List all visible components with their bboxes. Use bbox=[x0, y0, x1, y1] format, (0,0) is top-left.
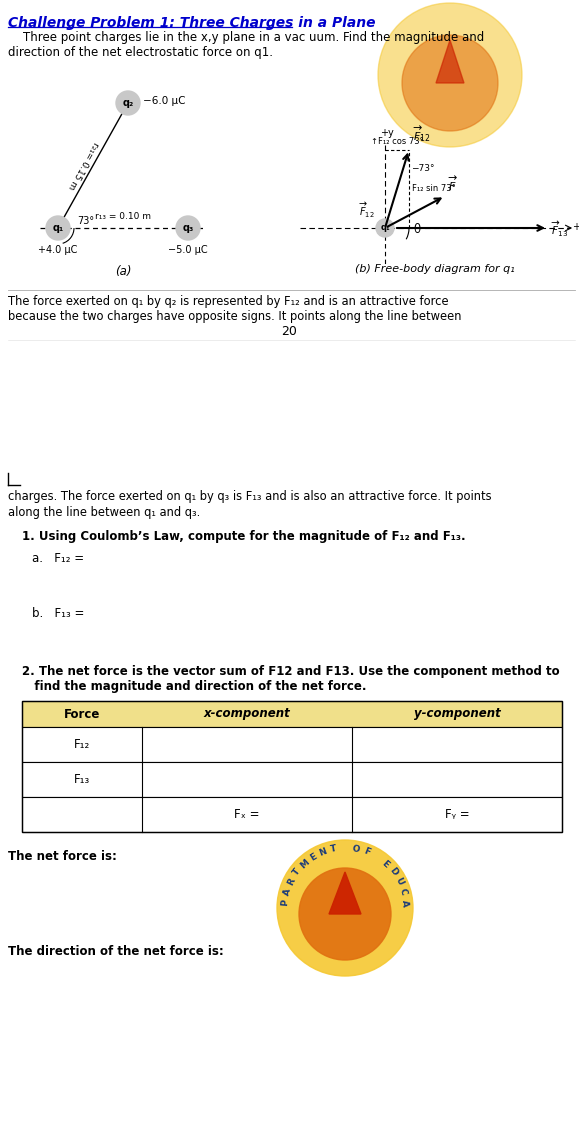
Text: because the two charges have opposite signs. It points along the line between: because the two charges have opposite si… bbox=[8, 309, 461, 323]
Text: −73°: −73° bbox=[411, 163, 434, 172]
Text: T: T bbox=[330, 844, 338, 854]
Text: R: R bbox=[285, 876, 297, 886]
Text: θ: θ bbox=[413, 223, 420, 236]
Text: y-component: y-component bbox=[413, 708, 500, 721]
Polygon shape bbox=[436, 40, 464, 83]
Text: F₁₂ sin 73°: F₁₂ sin 73° bbox=[412, 184, 456, 193]
Text: $\overrightarrow{F}_{13}$: $\overrightarrow{F}_{13}$ bbox=[551, 219, 568, 239]
Circle shape bbox=[116, 91, 140, 115]
Text: P: P bbox=[280, 899, 290, 907]
Text: r₂₁= 0.15 m: r₂₁= 0.15 m bbox=[66, 140, 100, 191]
Text: The net force is:: The net force is: bbox=[8, 850, 117, 863]
Text: +4.0 μC: +4.0 μC bbox=[38, 246, 78, 255]
Text: along the line between q₁ and q₃.: along the line between q₁ and q₃. bbox=[8, 506, 200, 518]
Polygon shape bbox=[329, 872, 361, 914]
Circle shape bbox=[46, 216, 70, 240]
Text: b.   F₁₃ =: b. F₁₃ = bbox=[32, 608, 85, 620]
Text: $\overrightarrow{F}_{12}$: $\overrightarrow{F}_{12}$ bbox=[360, 200, 375, 219]
Text: Fᵧ =: Fᵧ = bbox=[445, 809, 470, 821]
Text: 73°: 73° bbox=[77, 216, 94, 226]
Text: +x: +x bbox=[572, 222, 579, 232]
Text: O: O bbox=[351, 844, 361, 854]
Text: A: A bbox=[282, 887, 292, 896]
Text: q₁: q₁ bbox=[52, 223, 64, 233]
FancyBboxPatch shape bbox=[22, 701, 562, 727]
Circle shape bbox=[376, 219, 394, 238]
Text: (b) Free-body diagram for q₁: (b) Free-body diagram for q₁ bbox=[355, 264, 515, 274]
FancyBboxPatch shape bbox=[22, 762, 562, 797]
Text: E: E bbox=[309, 852, 318, 862]
Text: A: A bbox=[400, 899, 409, 907]
Text: $\overrightarrow{F}_{12}$: $\overrightarrow{F}_{12}$ bbox=[413, 123, 431, 144]
Circle shape bbox=[176, 216, 200, 240]
Text: C: C bbox=[398, 887, 408, 896]
Text: Three point charges lie in the x,y plane in a vac uum. Find the magnitude and: Three point charges lie in the x,y plane… bbox=[8, 31, 484, 45]
Text: (a): (a) bbox=[115, 265, 131, 278]
Text: 2. The net force is the vector sum of F12 and F13. Use the component method to: 2. The net force is the vector sum of F1… bbox=[22, 665, 560, 678]
Text: a.   F₁₂ =: a. F₁₂ = bbox=[32, 552, 84, 565]
Text: find the magnitude and direction of the net force.: find the magnitude and direction of the … bbox=[22, 679, 367, 693]
Text: Fₓ =: Fₓ = bbox=[234, 809, 260, 821]
Text: N: N bbox=[318, 846, 328, 858]
FancyBboxPatch shape bbox=[22, 727, 562, 762]
Text: E: E bbox=[380, 859, 391, 869]
Text: q₂: q₂ bbox=[122, 98, 134, 108]
Text: ↑F₁₂ cos 73°: ↑F₁₂ cos 73° bbox=[371, 137, 423, 145]
Text: Challenge Problem 1: Three Charges in a Plane: Challenge Problem 1: Three Charges in a … bbox=[8, 16, 376, 30]
FancyBboxPatch shape bbox=[22, 797, 562, 833]
Text: −6.0 μC: −6.0 μC bbox=[143, 96, 185, 106]
Text: F₁₂: F₁₂ bbox=[74, 738, 90, 751]
Text: T: T bbox=[292, 867, 302, 877]
Circle shape bbox=[378, 3, 522, 147]
Text: r₁₃ = 0.10 m: r₁₃ = 0.10 m bbox=[95, 212, 151, 222]
Text: U: U bbox=[393, 876, 405, 886]
Text: $\overrightarrow{F}$: $\overrightarrow{F}$ bbox=[448, 175, 458, 193]
Text: +y: +y bbox=[380, 128, 394, 138]
Text: x-component: x-component bbox=[204, 708, 291, 721]
Text: D: D bbox=[387, 867, 399, 878]
Text: F: F bbox=[362, 846, 371, 858]
Circle shape bbox=[402, 35, 498, 131]
Text: 1. Using Coulomb’s Law, compute for the magnitude of F₁₂ and F₁₃.: 1. Using Coulomb’s Law, compute for the … bbox=[22, 530, 466, 542]
Text: M: M bbox=[298, 858, 311, 870]
Text: −5.0 μC: −5.0 μC bbox=[168, 246, 208, 255]
Text: q₃: q₃ bbox=[182, 223, 193, 233]
Circle shape bbox=[277, 841, 413, 976]
Text: 20: 20 bbox=[281, 325, 297, 338]
Text: The direction of the net force is:: The direction of the net force is: bbox=[8, 944, 223, 958]
Circle shape bbox=[299, 868, 391, 960]
Text: direction of the net electrostatic force on q1.: direction of the net electrostatic force… bbox=[8, 46, 273, 59]
Text: q₁: q₁ bbox=[380, 224, 390, 233]
Text: charges. The force exerted on q₁ by q₃ is F₁₃ and is also an attractive force. I: charges. The force exerted on q₁ by q₃ i… bbox=[8, 490, 492, 502]
Text: F₁₃: F₁₃ bbox=[74, 773, 90, 786]
Text: Force: Force bbox=[64, 708, 100, 721]
Text: The force exerted on q₁ by q₂ is represented by F₁₂ and is an attractive force: The force exerted on q₁ by q₂ is represe… bbox=[8, 295, 449, 308]
